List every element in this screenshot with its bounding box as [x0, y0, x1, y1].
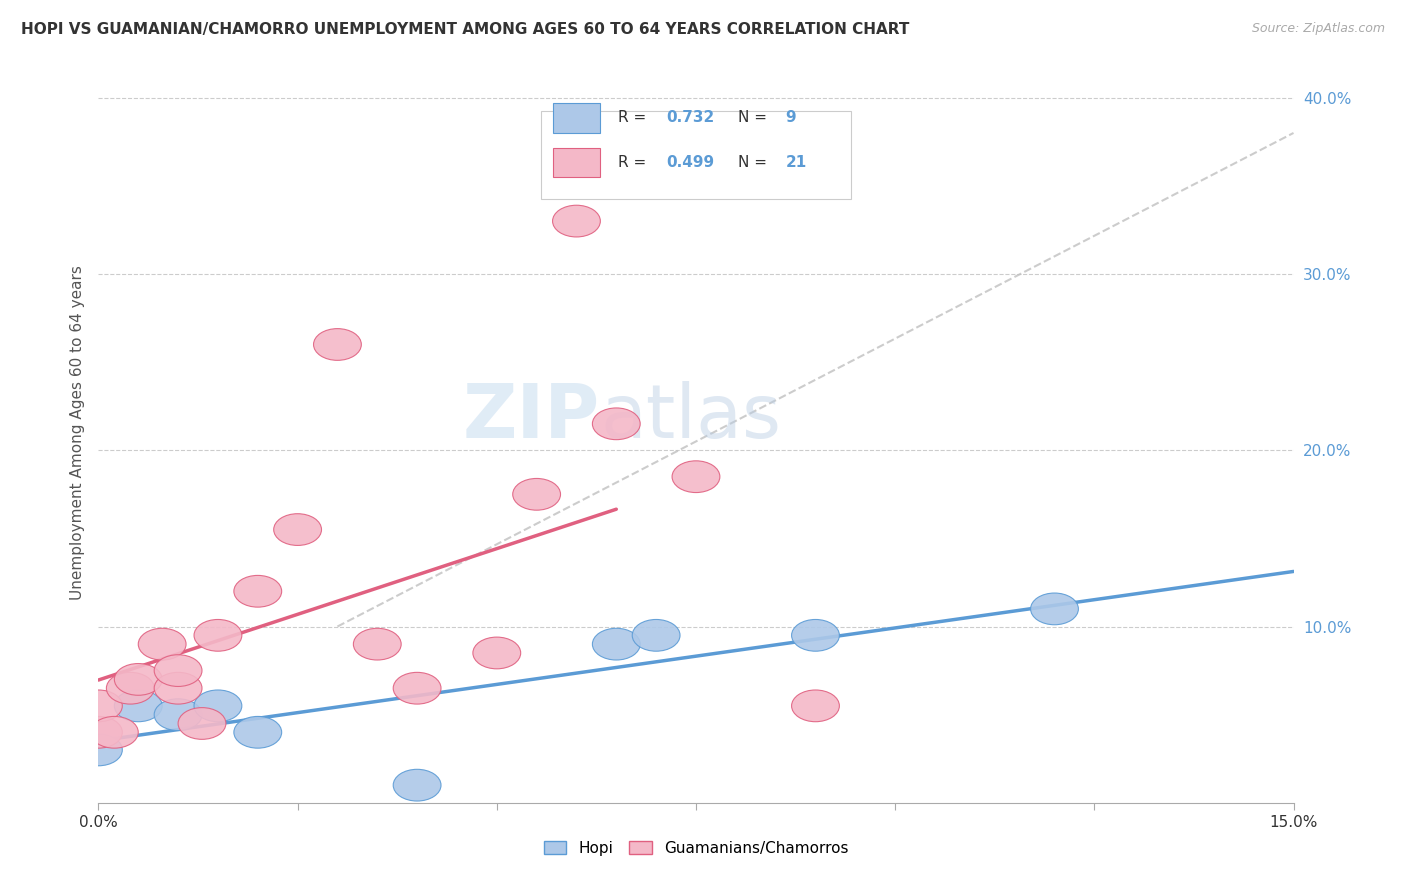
Ellipse shape	[274, 514, 322, 545]
Ellipse shape	[194, 690, 242, 722]
Ellipse shape	[633, 619, 681, 651]
Ellipse shape	[75, 716, 122, 748]
Ellipse shape	[592, 628, 640, 660]
FancyBboxPatch shape	[553, 103, 600, 133]
Ellipse shape	[792, 690, 839, 722]
Ellipse shape	[107, 673, 155, 704]
Ellipse shape	[179, 707, 226, 739]
Ellipse shape	[792, 619, 839, 651]
Ellipse shape	[114, 690, 162, 722]
Ellipse shape	[353, 628, 401, 660]
Text: HOPI VS GUAMANIAN/CHAMORRO UNEMPLOYMENT AMONG AGES 60 TO 64 YEARS CORRELATION CH: HOPI VS GUAMANIAN/CHAMORRO UNEMPLOYMENT …	[21, 22, 910, 37]
Ellipse shape	[90, 716, 138, 748]
Ellipse shape	[553, 205, 600, 237]
Ellipse shape	[314, 328, 361, 360]
Text: atlas: atlas	[600, 381, 782, 454]
Ellipse shape	[114, 664, 162, 695]
Ellipse shape	[592, 408, 640, 440]
Ellipse shape	[233, 716, 281, 748]
Ellipse shape	[194, 619, 242, 651]
Ellipse shape	[394, 673, 441, 704]
Ellipse shape	[75, 690, 122, 722]
Ellipse shape	[75, 734, 122, 765]
Text: 21: 21	[786, 155, 807, 169]
Text: ZIP: ZIP	[463, 381, 600, 454]
Ellipse shape	[1031, 593, 1078, 624]
Text: N =: N =	[738, 155, 772, 169]
Text: Source: ZipAtlas.com: Source: ZipAtlas.com	[1251, 22, 1385, 36]
Text: R =: R =	[619, 155, 651, 169]
Text: 0.499: 0.499	[666, 155, 714, 169]
Ellipse shape	[155, 673, 202, 704]
Ellipse shape	[155, 655, 202, 687]
Text: 0.732: 0.732	[666, 111, 714, 126]
Ellipse shape	[472, 637, 520, 669]
Ellipse shape	[138, 628, 186, 660]
Legend: Hopi, Guamanians/Chamorros: Hopi, Guamanians/Chamorros	[537, 835, 855, 862]
Text: 9: 9	[786, 111, 796, 126]
FancyBboxPatch shape	[541, 111, 852, 200]
Ellipse shape	[513, 478, 561, 510]
Ellipse shape	[672, 461, 720, 492]
Y-axis label: Unemployment Among Ages 60 to 64 years: Unemployment Among Ages 60 to 64 years	[69, 265, 84, 600]
Text: R =: R =	[619, 111, 651, 126]
Ellipse shape	[394, 769, 441, 801]
FancyBboxPatch shape	[553, 147, 600, 178]
Ellipse shape	[155, 698, 202, 731]
Ellipse shape	[233, 575, 281, 607]
Text: N =: N =	[738, 111, 772, 126]
